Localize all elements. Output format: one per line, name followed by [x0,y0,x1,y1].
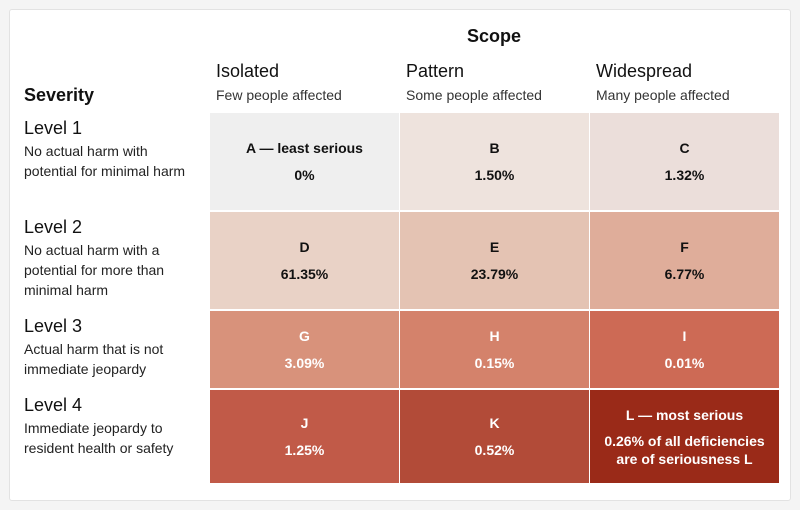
cell-letter: H [489,328,500,344]
cell-value: 0.26% of all deficiencies are of serious… [604,432,765,467]
heatmap-cell-c: C 1.32% [590,113,779,210]
severity-title: Severity [24,85,95,105]
row-description: Immediate jeopardy to resident health or… [24,420,174,456]
column-label: Isolated [216,61,280,81]
cell-letter: G [299,328,310,344]
heatmap-cell-d: D 61.35% [210,212,399,309]
row-label: Level 2 [24,217,83,237]
cell-letter: B [489,140,500,156]
cell-letter: D [299,239,310,255]
column-header-pattern: Pattern Some people affected [406,60,595,104]
cell-letter: A — least serious [246,140,363,156]
row-header-level-3: Level 3 Actual harm that is not immediate… [24,315,204,379]
cell-value: 1.50% [474,167,515,183]
row-header-level-2: Level 2 No actual harm with a potential f… [24,216,204,300]
heatmap-cell-a: A — least serious 0% [210,113,399,210]
cell-value: 23.79% [470,266,519,282]
row-description: Actual harm that is not immediate jeopar… [24,341,164,377]
cell-letter: F [680,239,689,255]
cell-value: 0.52% [474,442,515,458]
column-label: Pattern [406,61,465,81]
cell-value: 1.25% [284,442,325,458]
heatmap-cell-g: G 3.09% [210,311,399,388]
row-label: Level 1 [24,118,83,138]
row-label: Level 4 [24,395,83,415]
cell-letter: K [489,415,500,431]
cell-value: 1.32% [664,167,705,183]
column-sublabel: Few people affected [216,87,342,103]
heatmap-cell-f: F 6.77% [590,212,779,309]
heatmap-cell-b: B 1.50% [400,113,589,210]
row-description: No actual harm with potential for minima… [24,143,186,179]
cell-letter: J [300,415,309,431]
heatmap-cell-j: J 1.25% [210,390,399,483]
heatmap-cell-l: L — most serious 0.26% of all deficiencie… [590,390,779,483]
row-header-level-4: Level 4 Immediate jeopardy to resident he… [24,394,204,458]
cell-letter: E [489,239,500,255]
heatmap-cell-i: I 0.01% [590,311,779,388]
cell-value: 0.15% [474,355,515,371]
cell-letter: C [679,140,690,156]
cell-value: 6.77% [664,266,705,282]
column-sublabel: Many people affected [596,87,730,103]
cell-letter: L — most serious [625,406,744,423]
column-header-widespread: Widespread Many people affected [596,60,785,104]
column-sublabel: Some people affected [406,87,542,103]
cell-value: 61.35% [280,266,329,282]
cell-value: 0% [294,167,315,183]
heatmap-cell-h: H 0.15% [400,311,589,388]
column-label: Widespread [596,61,693,81]
cell-letter: I [682,328,687,344]
heatmap-cell-e: E 23.79% [400,212,589,309]
cell-value: 3.09% [284,355,325,371]
heatmap-cell-k: K 0.52% [400,390,589,483]
row-description: No actual harm with a potential for more… [24,242,165,298]
column-header-isolated: Isolated Few people affected [216,60,405,104]
row-label: Level 3 [24,316,83,336]
row-header-level-1: Level 1 No actual harm with potential for… [24,117,204,181]
scope-title: Scope [466,26,522,46]
cell-value: 0.01% [664,355,705,371]
